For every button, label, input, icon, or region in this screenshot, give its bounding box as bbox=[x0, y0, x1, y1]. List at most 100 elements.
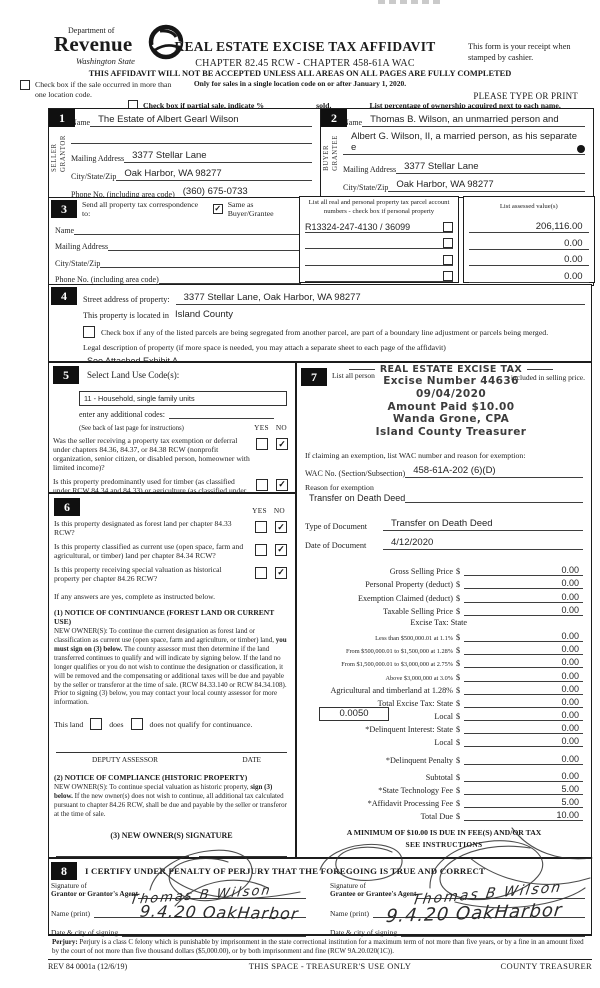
grantor-date-city-line[interactable] bbox=[122, 925, 306, 937]
additional-codes-field[interactable] bbox=[168, 418, 274, 419]
grantee-signature-line[interactable] bbox=[416, 888, 585, 899]
grantee-name-print-line[interactable] bbox=[372, 906, 585, 918]
s6-q2-no-checkbox[interactable]: ✓ bbox=[275, 543, 287, 556]
seller-name-field[interactable]: The Estate of Albert Gearl Wilson bbox=[90, 114, 312, 127]
section-4-property: 4 Street address of property: 3377 Stell… bbox=[48, 284, 592, 366]
money-line-6[interactable]: 0.00 bbox=[464, 657, 583, 669]
money-line-15[interactable]: 5.00 bbox=[464, 784, 583, 795]
s5-q1-no-checkbox[interactable]: ✓ bbox=[276, 438, 288, 450]
money-line-4[interactable]: 0.00 bbox=[464, 631, 583, 642]
grantee-signature-block: Signature of Grantee or Grantee's Agent … bbox=[330, 881, 585, 937]
see-instructions-note: SEE INSTRUCTIONS bbox=[405, 840, 483, 850]
money-label-6: From $1,500,000.01 to $3,000,000 at 2.75… bbox=[341, 661, 453, 669]
corr-city-field[interactable] bbox=[100, 257, 301, 268]
money-line-7[interactable]: 0.00 bbox=[464, 671, 583, 682]
date-of-document-field[interactable]: 4/12/2020 bbox=[383, 537, 583, 550]
money-line-12[interactable]: 0.00 bbox=[464, 736, 583, 748]
owner-signature-line-1[interactable] bbox=[56, 855, 189, 857]
money-line-0[interactable]: 0.00 bbox=[464, 565, 583, 577]
s5-q2-no-checkbox[interactable]: ✓ bbox=[276, 478, 288, 491]
minimum-fee-note: A MINIMUM OF $10.00 IS DUE IN FEE(S) AND… bbox=[346, 828, 542, 838]
corr-mailing-field[interactable] bbox=[108, 240, 301, 251]
multi-location-label: Check box if the sale occurred in more t… bbox=[35, 80, 172, 100]
assessed-value-0[interactable]: 206,116.00 bbox=[469, 217, 589, 234]
land-use-code-field[interactable]: 11 - Household, single family units bbox=[79, 391, 287, 406]
money-label-3: Taxable Selling Price bbox=[383, 606, 453, 616]
owner-signature-line-2[interactable] bbox=[198, 855, 287, 857]
buyer-city-field[interactable]: Oak Harbor, WA 98277 bbox=[388, 179, 585, 192]
street-address-field[interactable]: 3377 Stellar Lane, Oak Harbor, WA 98277 bbox=[175, 292, 585, 305]
grantor-signature-line[interactable] bbox=[138, 888, 306, 899]
grantor-name-print-line[interactable] bbox=[93, 906, 306, 918]
money-line-3[interactable]: 0.00 bbox=[464, 605, 583, 616]
s6-q1-no-checkbox[interactable]: ✓ bbox=[275, 521, 287, 533]
wac-field[interactable]: 458-61A-202 (6)(D) bbox=[405, 465, 583, 478]
s6-q2-yes-checkbox[interactable] bbox=[255, 543, 267, 556]
corr-phone-field[interactable] bbox=[158, 273, 301, 284]
money-line-1[interactable]: 0.00 bbox=[464, 578, 583, 590]
s5-q1-yes-checkbox[interactable] bbox=[256, 438, 268, 450]
new-owner-signature-title: (3) NEW OWNER(S) SIGNATURE bbox=[110, 830, 233, 840]
stamp-treasurer-name: Wanda Grone, CPA bbox=[392, 413, 510, 426]
multi-location-row: Check box if the sale occurred in more t… bbox=[20, 80, 180, 100]
s6-question-2: Is this property classified as current u… bbox=[54, 541, 244, 560]
located-county-field[interactable]: Island County bbox=[174, 309, 234, 320]
personal-property-checkbox-1[interactable] bbox=[443, 238, 453, 249]
s6-q3-yes-checkbox[interactable] bbox=[255, 566, 267, 579]
perjury-label: Perjury: bbox=[52, 938, 78, 946]
stamp-excise-number: Excise Number 44636 bbox=[383, 375, 519, 387]
buyer-mailing-field[interactable]: 3377 Stellar Lane bbox=[396, 161, 585, 174]
money-label-15: *State Technology Fee bbox=[378, 786, 453, 795]
personal-property-checkbox-2[interactable] bbox=[443, 254, 453, 265]
type-of-document-field[interactable]: Transfer on Death Deed bbox=[383, 518, 583, 531]
money-line-14[interactable]: 0.00 bbox=[464, 771, 583, 782]
does-checkbox[interactable] bbox=[90, 718, 103, 731]
additional-codes-label: enter any additional codes: bbox=[79, 410, 165, 419]
segregated-checkbox[interactable] bbox=[83, 326, 95, 338]
seller-mailing-field[interactable]: 3377 Stellar Lane bbox=[124, 150, 312, 163]
money-line-10[interactable]: 0.00 bbox=[464, 710, 583, 722]
s6-q3-no-checkbox[interactable]: ✓ bbox=[275, 566, 287, 579]
legal-description-field[interactable]: See Attached Exhibit A bbox=[87, 356, 179, 366]
local-rate-box[interactable]: 0.0050 bbox=[319, 706, 389, 721]
type-of-document-label: Type of Document bbox=[305, 522, 368, 531]
money-line-16[interactable]: 5.00 bbox=[464, 797, 583, 809]
money-value-17: 10.00 bbox=[556, 810, 579, 821]
does-not-checkbox[interactable] bbox=[130, 718, 143, 731]
money-line-13[interactable]: 0.00 bbox=[464, 754, 583, 765]
buyer-mailing-label: Mailing Address bbox=[343, 165, 397, 174]
deputy-assessor-line[interactable] bbox=[56, 752, 287, 754]
corr-name-field[interactable] bbox=[74, 224, 301, 235]
perjury-notice: Perjury: Perjury is a class C felony whi… bbox=[48, 935, 592, 961]
money-line-5[interactable]: 0.00 bbox=[464, 644, 583, 656]
grantee-date-city-line[interactable] bbox=[401, 925, 585, 937]
seller-city-field[interactable]: Oak Harbor, WA 98277 bbox=[116, 168, 312, 181]
money-value-3: 0.00 bbox=[561, 604, 579, 615]
located-in-label: This property is located in bbox=[83, 311, 169, 320]
notice-compliance-title: (2) NOTICE OF COMPLIANCE (HISTORIC PROPE… bbox=[54, 773, 248, 783]
seller-name-field-2[interactable] bbox=[71, 131, 312, 144]
assessed-value-3[interactable]: 0.00 bbox=[469, 266, 589, 283]
assessed-value-1[interactable]: 0.00 bbox=[469, 233, 589, 250]
section-6-number: 6 bbox=[54, 498, 80, 516]
grantor-signature-label: Signature of Grantor or Grantor's Agent bbox=[51, 881, 138, 899]
multi-location-checkbox[interactable] bbox=[20, 80, 30, 90]
money-line-8[interactable]: 0.00 bbox=[464, 684, 583, 695]
signature-of-label: Signature of bbox=[330, 881, 366, 890]
personal-property-checkbox-3[interactable] bbox=[443, 271, 453, 282]
reason-exemption-field[interactable]: Transfer on Death Deed bbox=[309, 493, 406, 503]
parcel-number-0[interactable]: R13324-247-4130 / 36099 bbox=[305, 221, 411, 232]
buyer-name-field[interactable]: Thomas B. Wilson, an unmarried person an… bbox=[362, 114, 585, 127]
money-line-11[interactable]: 0.00 bbox=[464, 723, 583, 735]
assessed-value-2[interactable]: 0.00 bbox=[469, 250, 589, 267]
s6-yes-no-header: YES NO bbox=[252, 498, 289, 515]
s5-question-1: Was the seller receiving a property tax … bbox=[53, 436, 250, 472]
money-line-2[interactable]: 0.00 bbox=[464, 592, 583, 603]
money-line-9[interactable]: 0.00 bbox=[464, 697, 583, 708]
same-as-buyer-checkbox[interactable]: ✓ bbox=[212, 204, 223, 214]
buyer-name-field-2[interactable]: Albert G. Wilson, II, a married person, … bbox=[343, 131, 585, 155]
s6-q1-yes-checkbox[interactable] bbox=[255, 521, 267, 533]
personal-property-checkbox-0[interactable] bbox=[443, 221, 453, 232]
money-line-17[interactable]: 10.00 bbox=[464, 810, 583, 822]
s5-q2-yes-checkbox[interactable] bbox=[256, 478, 268, 491]
